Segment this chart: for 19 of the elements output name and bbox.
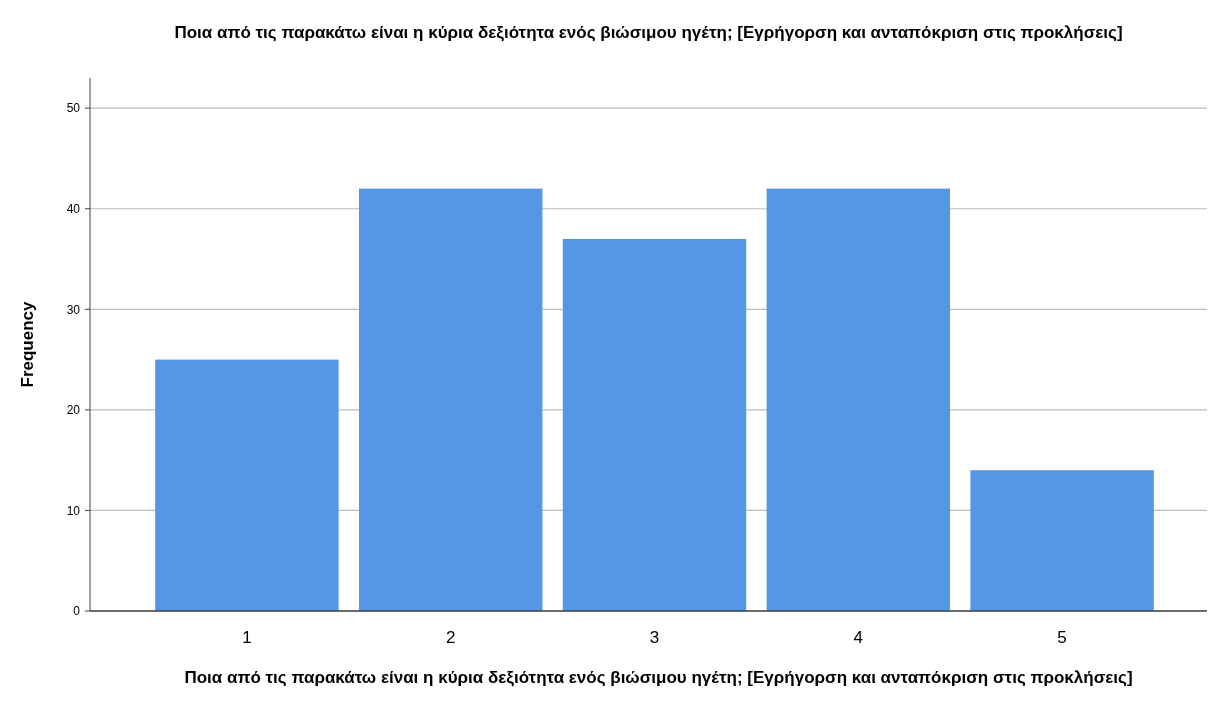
bar (155, 359, 339, 611)
y-tick-label: 20 (66, 403, 81, 418)
chart-title: Ποια από τις παρακάτω είναι η κύρια δεξιότητα ενός βιώσιμου ηγέτη; [Εγρήγορση και ανταπόκριση στις προκλήσεις] (174, 23, 1123, 42)
x-tick-label: 4 (853, 628, 864, 647)
y-tick-label: 10 (66, 503, 81, 518)
bar (358, 188, 543, 611)
y-tick-label: 40 (66, 201, 81, 216)
bar (562, 238, 747, 611)
y-tick-label: 50 (66, 101, 81, 116)
y-axis-title: Frequency (18, 300, 37, 388)
bar (970, 470, 1154, 611)
x-tick-label: 1 (242, 628, 252, 647)
x-tick-label: 3 (649, 628, 660, 647)
bar (766, 188, 951, 611)
y-tick-label: 0 (73, 604, 81, 619)
y-tick-label: 30 (66, 302, 81, 317)
x-tick-label: 2 (445, 628, 456, 647)
x-axis-title: Ποια από τις παρακάτω είναι η κύρια δεξιότητα ενός βιώσιμου ηγέτη; [Εγρήγορση και ανταπόκριση στις προκλήσεις] (184, 668, 1133, 687)
x-tick-label: 5 (1057, 628, 1067, 647)
